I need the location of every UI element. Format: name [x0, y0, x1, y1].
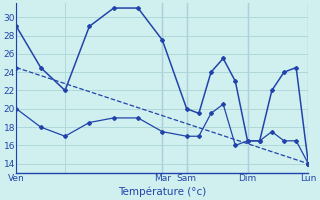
X-axis label: Température (°c): Température (°c) [118, 186, 206, 197]
